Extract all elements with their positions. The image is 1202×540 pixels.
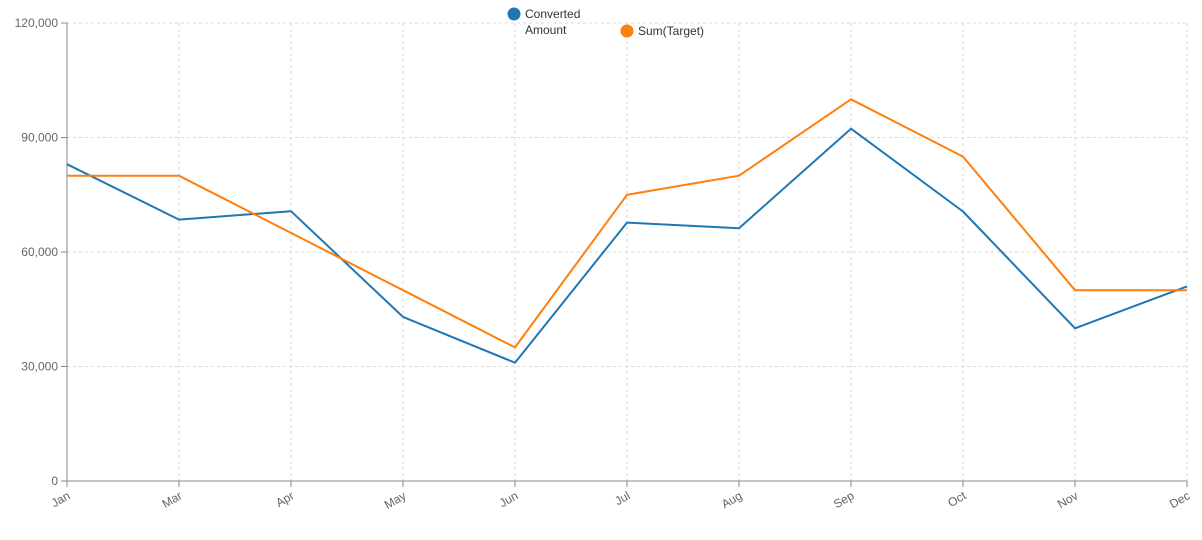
legend-item[interactable]: Sum(Target) — [620, 24, 705, 38]
x-tick-label: Jul — [612, 488, 632, 508]
legend-label: Sum(Target) — [638, 24, 704, 38]
x-tick-label: Aug — [719, 488, 744, 511]
y-tick-label: 0 — [51, 474, 58, 488]
grid — [67, 22, 1188, 481]
x-tick-label: Jan — [49, 488, 73, 510]
series-layer — [66, 98, 1188, 364]
y-tick-label: 90,000 — [21, 131, 58, 145]
x-tick-label: Oct — [945, 488, 969, 510]
x-tick-label: Dec — [1167, 488, 1192, 511]
legend-marker — [620, 24, 634, 38]
legend-label: Converted — [525, 7, 580, 21]
x-tick-label: Mar — [160, 488, 185, 510]
y-tick-label: 120,000 — [15, 16, 59, 30]
x-tick-label: Apr — [273, 488, 296, 509]
axes: 0 30,000 60,000 90,000 120,000 Jan Mar Apr May Ju… — [15, 16, 1193, 512]
legend[interactable]: Converted Amount Sum(Target) — [507, 7, 705, 38]
x-tick-label: Jun — [497, 488, 521, 510]
x-tick-label: Sep — [831, 488, 857, 511]
legend-label: Amount — [525, 23, 567, 37]
series-line-sum-target — [67, 98, 1187, 349]
legend-marker — [507, 7, 521, 21]
legend-item[interactable]: Converted Amount — [507, 7, 581, 37]
x-tick-label: May — [382, 488, 409, 511]
y-tick-label: 60,000 — [21, 245, 58, 259]
y-tick-label: 30,000 — [21, 360, 58, 374]
x-tick-label: Nov — [1055, 488, 1080, 511]
